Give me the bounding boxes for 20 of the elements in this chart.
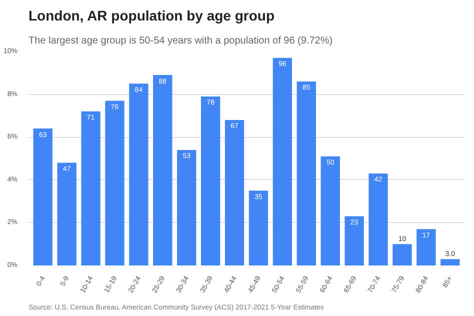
bar — [416, 229, 436, 266]
bar — [344, 216, 364, 266]
bar — [153, 75, 172, 266]
bar — [81, 111, 100, 266]
bar — [296, 81, 316, 266]
bar — [440, 259, 460, 266]
bar — [368, 173, 388, 266]
bar — [129, 84, 148, 266]
bar — [320, 156, 340, 266]
bar — [33, 128, 52, 266]
chart-subtitle: The largest age group is 50-54 years with a population of 96 (9.72%) — [28, 36, 333, 46]
bar — [105, 100, 124, 266]
bar — [392, 244, 412, 266]
bar — [224, 120, 244, 266]
chart-title: London, AR population by age group — [28, 8, 275, 24]
bar — [272, 58, 292, 266]
bar — [57, 162, 76, 266]
bar — [177, 150, 196, 266]
bar — [248, 190, 268, 266]
bar — [200, 96, 220, 266]
